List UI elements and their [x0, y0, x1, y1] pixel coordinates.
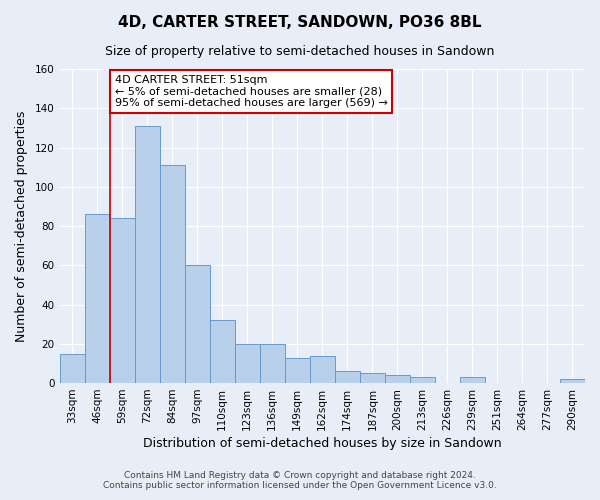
Bar	[335, 372, 360, 383]
Bar	[385, 375, 410, 383]
Bar	[560, 379, 585, 383]
Bar	[410, 377, 435, 383]
Bar	[260, 344, 285, 383]
Bar	[209, 320, 235, 383]
Y-axis label: Number of semi-detached properties: Number of semi-detached properties	[15, 110, 28, 342]
X-axis label: Distribution of semi-detached houses by size in Sandown: Distribution of semi-detached houses by …	[143, 437, 502, 450]
Bar	[235, 344, 260, 383]
Bar	[310, 356, 335, 383]
Bar	[360, 374, 385, 383]
Bar	[59, 354, 85, 383]
Bar	[134, 126, 160, 383]
Text: 4D CARTER STREET: 51sqm
← 5% of semi-detached houses are smaller (28)
95% of sem: 4D CARTER STREET: 51sqm ← 5% of semi-det…	[115, 75, 388, 108]
Bar	[185, 266, 209, 383]
Bar	[460, 377, 485, 383]
Bar	[285, 358, 310, 383]
Text: Contains HM Land Registry data © Crown copyright and database right 2024.
Contai: Contains HM Land Registry data © Crown c…	[103, 470, 497, 490]
Bar	[110, 218, 134, 383]
Text: Size of property relative to semi-detached houses in Sandown: Size of property relative to semi-detach…	[106, 45, 494, 58]
Bar	[160, 165, 185, 383]
Text: 4D, CARTER STREET, SANDOWN, PO36 8BL: 4D, CARTER STREET, SANDOWN, PO36 8BL	[118, 15, 482, 30]
Bar	[85, 214, 110, 383]
